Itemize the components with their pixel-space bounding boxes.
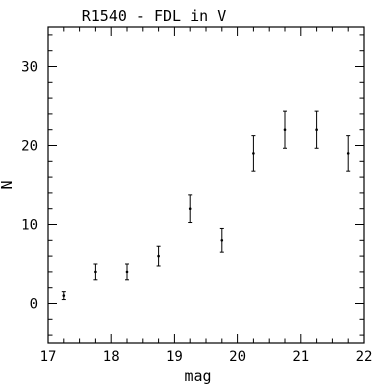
x-tick-label: 17 <box>40 349 57 365</box>
y-tick-label: 10 <box>21 218 38 234</box>
x-tick-label: 20 <box>229 349 246 365</box>
data-point <box>188 207 192 210</box>
data-point <box>346 152 350 155</box>
data-point <box>94 270 97 274</box>
data-point <box>62 294 66 297</box>
x-tick-label: 19 <box>166 349 183 365</box>
chart-title: R1540 - FDL in V <box>82 7 227 25</box>
data-point <box>157 254 160 258</box>
data-point <box>283 128 287 131</box>
y-axis-label: N <box>0 180 16 189</box>
y-tick-label: 20 <box>21 139 38 155</box>
data-point <box>220 239 224 242</box>
x-tick-label: 18 <box>103 349 120 365</box>
data-point <box>252 152 255 155</box>
y-tick-label: 30 <box>21 60 38 76</box>
x-tick-label: 21 <box>292 349 309 365</box>
plot-frame <box>47 26 365 344</box>
y-tick-label: 0 <box>30 297 38 313</box>
x-tick-label: 22 <box>356 349 373 365</box>
data-point <box>315 128 318 131</box>
data-point <box>125 270 129 274</box>
x-axis-label: mag <box>184 367 211 385</box>
